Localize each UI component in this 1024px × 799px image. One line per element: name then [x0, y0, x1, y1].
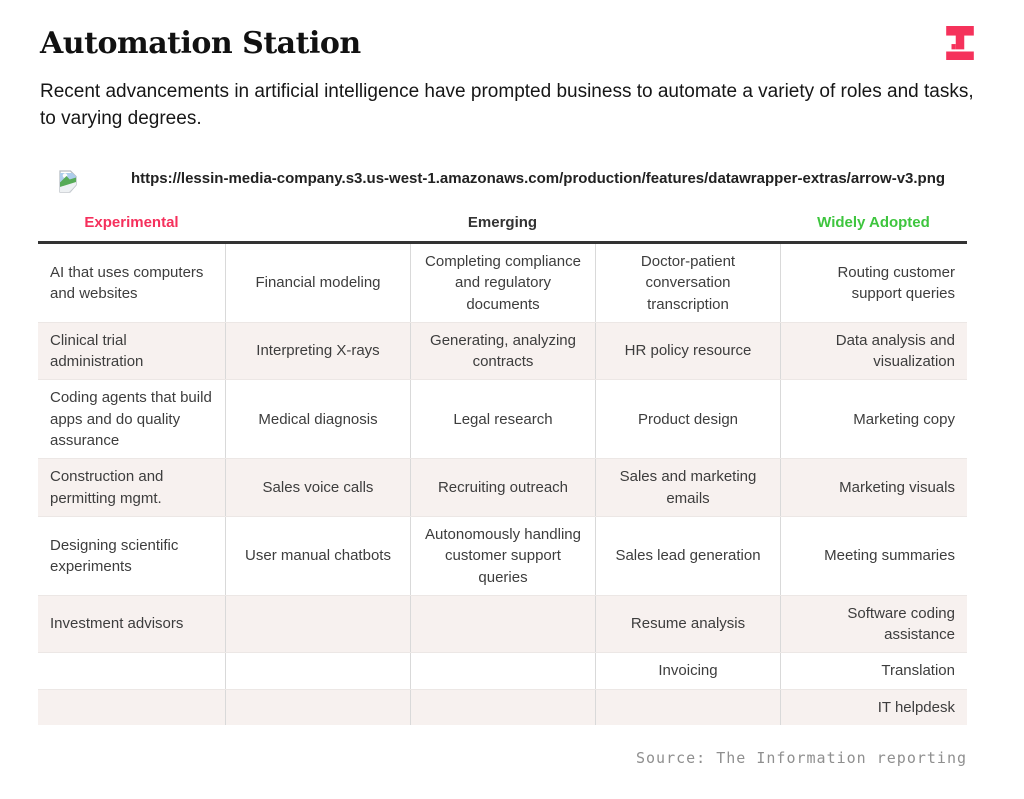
- page-title: Automation Station: [40, 26, 361, 61]
- table-cell: Sales voice calls: [225, 459, 410, 516]
- table-cell: [225, 653, 410, 689]
- table-cell: AI that uses computers and websites: [50, 263, 204, 302]
- table-cell: [225, 689, 410, 725]
- table-cell: Investment advisors: [50, 615, 184, 633]
- table-cell: Product design: [595, 380, 780, 459]
- table-cell: HR policy resource: [595, 322, 780, 380]
- table-cell: Financial modeling: [225, 243, 410, 322]
- automation-table: Experimental Emerging Widely Adopted AI …: [38, 214, 967, 725]
- table-row: Designing scientific experiments User ma…: [38, 516, 967, 596]
- page-subtitle: Recent advancements in artificial intell…: [40, 81, 974, 129]
- header-widely-adopted: Widely Adopted: [817, 213, 930, 231]
- table-body: AI that uses computers and websites Fina…: [38, 243, 967, 725]
- table-cell: [410, 595, 595, 653]
- table-cell: [38, 653, 225, 688]
- table-cell: Legal research: [410, 380, 595, 459]
- table-cell: Meeting summaries: [780, 516, 967, 595]
- table-row: Clinical trial administration Interpreti…: [38, 322, 967, 381]
- table-cell: Invoicing: [595, 653, 780, 689]
- the-information-logo-icon: [946, 26, 974, 65]
- table-cell: User manual chatbots: [225, 516, 410, 595]
- table-row: Investment advisors Resume analysis Soft…: [38, 595, 967, 654]
- broken-image-alt-text: https://lessin-media-company.s3.us-west-…: [130, 169, 946, 187]
- table-cell: Sales lead generation: [595, 516, 780, 595]
- table-cell: Medical diagnosis: [225, 380, 410, 459]
- table-cell: Completing compliance and regulatory doc…: [410, 243, 595, 322]
- table-cell: Resume analysis: [595, 595, 780, 653]
- table-cell: Marketing copy: [780, 380, 967, 459]
- table-cell: Clinical trial administration: [50, 331, 144, 371]
- source-attribution: Source: The Information reporting: [635, 748, 967, 767]
- table-cell: IT helpdesk: [780, 689, 967, 725]
- table-cell: Software coding assistance: [780, 595, 967, 653]
- table-cell: Interpreting X-rays: [225, 322, 410, 380]
- table-header-row: Experimental Emerging Widely Adopted: [38, 214, 967, 244]
- table-cell: Recruiting outreach: [410, 459, 595, 516]
- table-row: Construction and permitting mgmt. Sales …: [38, 459, 967, 517]
- table-row: Coding agents that build apps and do qua…: [38, 380, 967, 460]
- header-experimental: Experimental: [84, 213, 179, 231]
- table-cell: Autonomously handling customer support q…: [410, 516, 595, 595]
- table-row: Invoicing Translation: [38, 653, 967, 690]
- table-cell: [410, 689, 595, 725]
- broken-image-block: https://lessin-media-company.s3.us-west-…: [58, 169, 984, 198]
- broken-image-icon: [58, 170, 78, 198]
- table-cell: Construction and permitting mgmt.: [50, 468, 164, 507]
- table-cell: Translation: [780, 653, 967, 689]
- table-cell: Coding agents that build apps and do qua…: [50, 389, 212, 450]
- table-cell: Generating, analyzing contracts: [410, 322, 595, 380]
- table-cell: [410, 653, 595, 689]
- table-cell: [38, 690, 225, 725]
- table-row: IT helpdesk: [38, 689, 967, 725]
- page-header: Automation Station: [40, 24, 984, 65]
- table-cell: [225, 595, 410, 653]
- table-cell: Data analysis and visualization: [780, 322, 967, 380]
- table-cell: Routing customer support queries: [780, 243, 967, 322]
- table-cell: Doctor-patient conversation transcriptio…: [595, 243, 780, 322]
- alt-text-clip: https://lessin-media-company.s3.us-west-…: [92, 169, 984, 189]
- table-cell: Designing scientific experiments: [50, 536, 179, 575]
- header-emerging: Emerging: [467, 213, 538, 231]
- table-cell: [595, 689, 780, 725]
- table-cell: Marketing visuals: [780, 459, 967, 516]
- table-row: AI that uses computers and websites Fina…: [38, 243, 967, 323]
- table-cell: Sales and marketing emails: [595, 459, 780, 516]
